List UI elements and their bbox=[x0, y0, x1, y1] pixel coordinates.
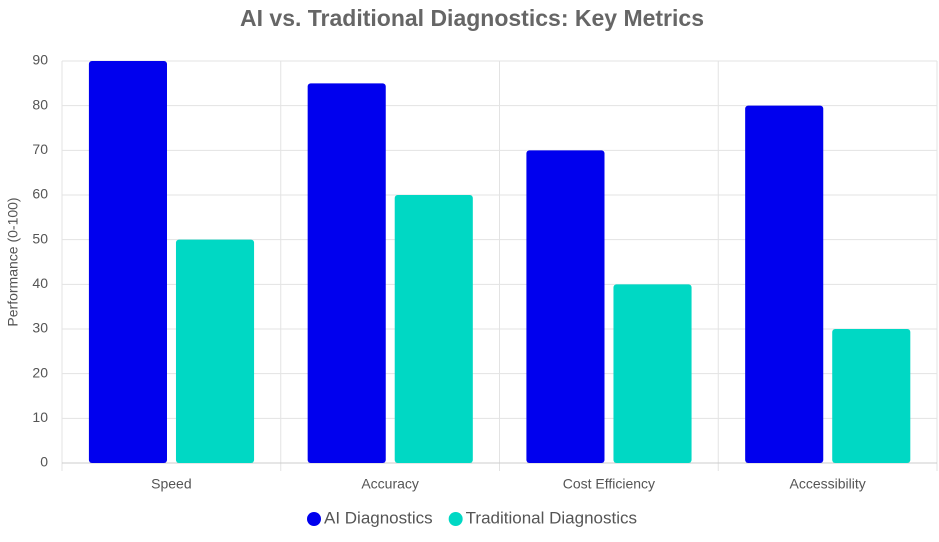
legend-label: AI Diagnostics bbox=[324, 508, 433, 527]
y-tick-label: 50 bbox=[32, 230, 48, 246]
x-tick-label: Speed bbox=[151, 476, 191, 492]
bar bbox=[832, 329, 911, 463]
y-tick-label: 80 bbox=[32, 96, 48, 112]
legend-marker bbox=[306, 512, 321, 526]
bar bbox=[88, 61, 167, 463]
y-tick-label: 60 bbox=[32, 186, 48, 202]
bar bbox=[175, 239, 255, 463]
bar bbox=[394, 195, 473, 463]
x-tick-label: Cost Efficiency bbox=[563, 476, 655, 492]
y-tick-label: 10 bbox=[32, 409, 48, 425]
bar bbox=[613, 284, 692, 463]
y-tick-label: 30 bbox=[32, 320, 48, 336]
legend-label: Traditional Diagnostics bbox=[466, 508, 637, 527]
bar bbox=[745, 105, 824, 464]
y-tick-label: 40 bbox=[32, 275, 48, 291]
x-tick-label: Accuracy bbox=[361, 476, 419, 492]
y-tick-label: 20 bbox=[32, 364, 48, 380]
y-axis-title: Performance (0-100) bbox=[5, 197, 21, 326]
x-tick-label: Accessibility bbox=[790, 476, 866, 492]
legend-marker bbox=[448, 512, 463, 526]
bar bbox=[307, 83, 386, 463]
y-tick-label: 90 bbox=[32, 52, 48, 68]
y-tick-label: 70 bbox=[32, 141, 48, 157]
chart-title: AI vs. Traditional Diagnostics: Key Metr… bbox=[240, 5, 704, 31]
y-tick-label: 0 bbox=[40, 454, 48, 470]
bar bbox=[526, 150, 605, 464]
